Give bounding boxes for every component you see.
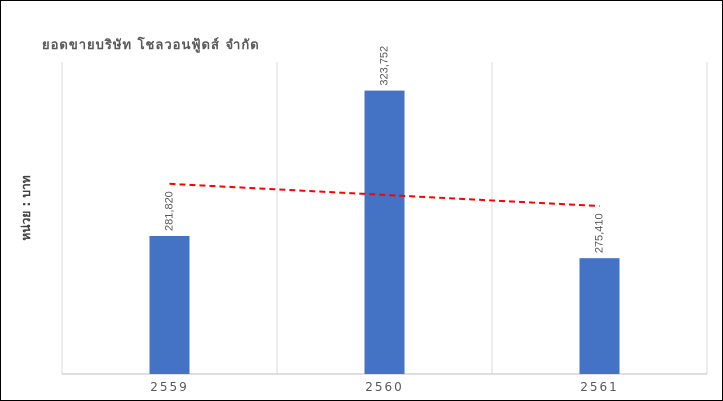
x-tick-2559: 2559: [150, 380, 189, 394]
x-tick-2561: 2561: [580, 380, 619, 394]
x-tick-labels: 2559 2560 2561: [150, 380, 619, 394]
bar-2559: [149, 235, 190, 374]
y-axis-label: หน่วย : บาท: [19, 175, 33, 240]
gridlines: [61, 62, 708, 374]
bar-2560: [364, 90, 405, 374]
x-tick-2560: 2560: [365, 380, 404, 394]
trendline: [169, 182, 600, 208]
data-label-2560: 323,752: [379, 46, 391, 86]
bars: [149, 90, 620, 374]
chart-title: ยอดขายบริษัท โชลวอนฟู้ดส์ จำกัด: [42, 38, 260, 53]
data-label-2559: 281,820: [164, 191, 176, 231]
data-label-2561: 275,410: [594, 213, 606, 253]
data-labels: 281,820 323,752 275,410: [164, 46, 606, 253]
bar-2561: [579, 258, 620, 374]
trendline-linear: [169, 182, 600, 208]
